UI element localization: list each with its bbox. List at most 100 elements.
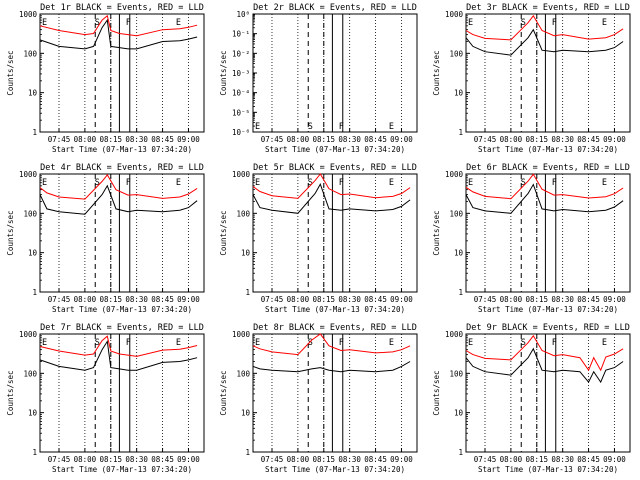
x-axis-label: Start Time (07-Mar-13 07:34:20) — [265, 145, 405, 154]
y-tick-label: 100 — [449, 369, 463, 378]
event-marker-E: E — [176, 18, 181, 28]
events-series-line — [252, 361, 411, 373]
panel-title: Det 7r BLACK = Events, RED = LLD — [40, 323, 204, 333]
x-tick-label: 08:45 — [364, 455, 387, 464]
lld-series-line — [39, 335, 198, 357]
plot-frame — [465, 173, 631, 293]
y-tick-label: 10 — [28, 249, 38, 258]
y-tick-label: 1000 — [232, 170, 251, 179]
y-axis-label: Counts/sec — [432, 370, 441, 415]
panel-title: Det 5r BLACK = Events, RED = LLD — [253, 163, 417, 173]
y-tick-label: 1 — [458, 448, 463, 457]
events-series-line — [252, 182, 411, 214]
x-tick-label: 09:00 — [603, 135, 626, 144]
x-tick-label: 08:30 — [551, 295, 574, 304]
y-tick-label: 10 — [454, 409, 464, 418]
x-tick-label: 08:45 — [151, 455, 174, 464]
x-tick-label: 09:00 — [390, 295, 413, 304]
event-marker-S: S — [95, 338, 100, 348]
y-tick-label: 10⁻⁶ — [232, 128, 250, 137]
y-tick-label: 1000 — [19, 10, 38, 19]
x-tick-label: 08:00 — [500, 295, 523, 304]
plot-frame — [252, 333, 418, 453]
x-tick-label: 08:15 — [99, 135, 122, 144]
event-marker-F: F — [126, 18, 131, 28]
event-marker-F: F — [126, 178, 131, 188]
x-tick-label: 07:45 — [261, 455, 284, 464]
event-marker-E: E — [468, 178, 473, 188]
event-marker-S: S — [521, 18, 526, 28]
event-marker-S: S — [521, 178, 526, 188]
event-marker-E: E — [389, 122, 394, 132]
lld-series-line — [465, 14, 624, 41]
panel-title: Det 2r BLACK = Events, RED = LLD — [253, 3, 417, 13]
x-tick-label: 08:30 — [125, 295, 148, 304]
plot-frame — [252, 173, 418, 293]
x-axis-label: Start Time (07-Mar-13 07:34:20) — [52, 145, 192, 154]
x-tick-label: 09:00 — [177, 295, 200, 304]
y-axis-label: Counts/sec — [6, 50, 15, 95]
y-tick-label: 1 — [245, 448, 250, 457]
event-marker-E: E — [42, 338, 47, 348]
y-tick-label: 1000 — [445, 10, 464, 19]
x-tick-label: 08:00 — [74, 295, 97, 304]
x-tick-label: 08:30 — [551, 455, 574, 464]
y-axis-label: Counts/sec — [219, 210, 228, 255]
x-axis-label: Start Time (07-Mar-13 07:34:20) — [52, 305, 192, 314]
y-axis-label: Counts/sec — [6, 370, 15, 415]
y-tick-label: 1000 — [445, 330, 464, 339]
events-series-line — [465, 183, 624, 214]
y-axis-label: Counts/sec — [219, 50, 228, 95]
event-marker-E: E — [602, 18, 607, 28]
x-axis-label: Start Time (07-Mar-13 07:34:20) — [478, 465, 618, 474]
y-tick-label: 1 — [32, 448, 37, 457]
y-tick-label: 1 — [32, 128, 37, 137]
x-tick-label: 08:15 — [99, 455, 122, 464]
x-tick-label: 08:30 — [551, 135, 574, 144]
panel-title: Det 3r BLACK = Events, RED = LLD — [466, 3, 630, 13]
x-tick-label: 07:45 — [474, 295, 497, 304]
x-tick-label: 08:15 — [525, 135, 548, 144]
event-marker-S: S — [308, 178, 313, 188]
event-marker-F: F — [339, 178, 344, 188]
y-tick-label: 1000 — [19, 330, 38, 339]
x-tick-label: 08:00 — [74, 135, 97, 144]
x-tick-label: 09:00 — [603, 455, 626, 464]
lld-series-line — [252, 173, 411, 199]
x-tick-label: 08:45 — [577, 295, 600, 304]
event-marker-S: S — [308, 122, 313, 132]
y-tick-label: 10⁰ — [236, 10, 250, 19]
x-tick-label: 08:30 — [125, 135, 148, 144]
y-tick-label: 100 — [236, 369, 250, 378]
x-axis-label: Start Time (07-Mar-13 07:34:20) — [478, 305, 618, 314]
y-tick-label: 10⁻⁵ — [232, 108, 250, 117]
event-marker-E: E — [468, 338, 473, 348]
x-axis-label: Start Time (07-Mar-13 07:34:20) — [265, 305, 405, 314]
x-tick-label: 08:30 — [125, 455, 148, 464]
x-tick-label: 08:30 — [338, 295, 361, 304]
plot-frame — [465, 13, 631, 133]
y-tick-label: 1 — [32, 288, 37, 297]
x-tick-label: 08:30 — [338, 135, 361, 144]
x-tick-label: 09:00 — [390, 135, 413, 144]
y-tick-label: 1 — [458, 128, 463, 137]
panel-title: Det 1r BLACK = Events, RED = LLD — [40, 3, 204, 13]
x-tick-label: 08:15 — [525, 295, 548, 304]
lld-series-line — [465, 334, 624, 372]
y-tick-label: 1000 — [19, 170, 38, 179]
y-tick-label: 10 — [28, 409, 38, 418]
y-tick-label: 100 — [236, 209, 250, 218]
x-tick-label: 08:15 — [525, 455, 548, 464]
x-tick-label: 09:00 — [177, 455, 200, 464]
events-series-line — [465, 347, 624, 384]
x-tick-label: 09:00 — [603, 295, 626, 304]
event-marker-F: F — [552, 18, 557, 28]
event-marker-E: E — [42, 178, 47, 188]
